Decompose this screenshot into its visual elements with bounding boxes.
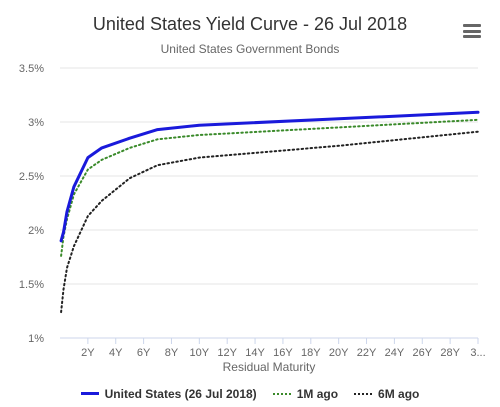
legend-label: United States (26 Jul 2018) [104,386,257,401]
x-tick-label: 28Y [440,347,460,359]
chart-legend: United States (26 Jul 2018) 1M ago 6M ago [0,384,500,401]
legend-swatch [80,392,99,395]
y-tick-label: 1% [28,333,44,345]
x-tick-label: 14Y [245,347,265,359]
x-tick-label: 2Y [81,347,95,359]
y-tick-label: 2% [28,225,44,237]
x-tick-label: 12Y [217,347,237,359]
legend-item-2[interactable]: 6M ago [354,387,419,401]
x-tick-label: 26Y [412,347,432,359]
series-line-0 [59,110,480,243]
legend-label: 6M ago [378,387,420,401]
x-tick-label: 6Y [137,347,151,359]
x-tick-label: 24Y [385,347,405,359]
y-tick-label: 3.5% [19,63,44,75]
legend-item-0[interactable]: United States (26 Jul 2018) [80,386,257,401]
hamburger-menu-icon[interactable] [463,24,481,38]
x-axis-title: Residual Maturity [223,360,316,374]
x-tick-label: 16Y [273,347,293,359]
y-tick-label: 2.5% [19,171,44,183]
x-tick-label: 22Y [357,347,377,359]
x-tick-label: 10Y [190,347,210,359]
x-tick-label: 4Y [109,347,123,359]
y-tick-label: 3% [28,117,44,129]
x-tick-label: 18Y [301,347,321,359]
legend-swatch [354,393,373,395]
legend-swatch [272,393,291,395]
y-tick-label: 1.5% [19,279,44,291]
x-tick-label: 3... [470,347,485,359]
chart-subtitle: United States Government Bonds [160,42,340,56]
x-tick-label: 20Y [329,347,349,359]
legend-item-1[interactable]: 1M ago [272,387,339,401]
chart-title: United States Yield Curve - 26 Jul 2018 [92,14,408,34]
x-tick-label: 8Y [165,347,179,359]
series-line-2 [60,130,479,314]
legend-label: 1M ago [296,387,339,401]
